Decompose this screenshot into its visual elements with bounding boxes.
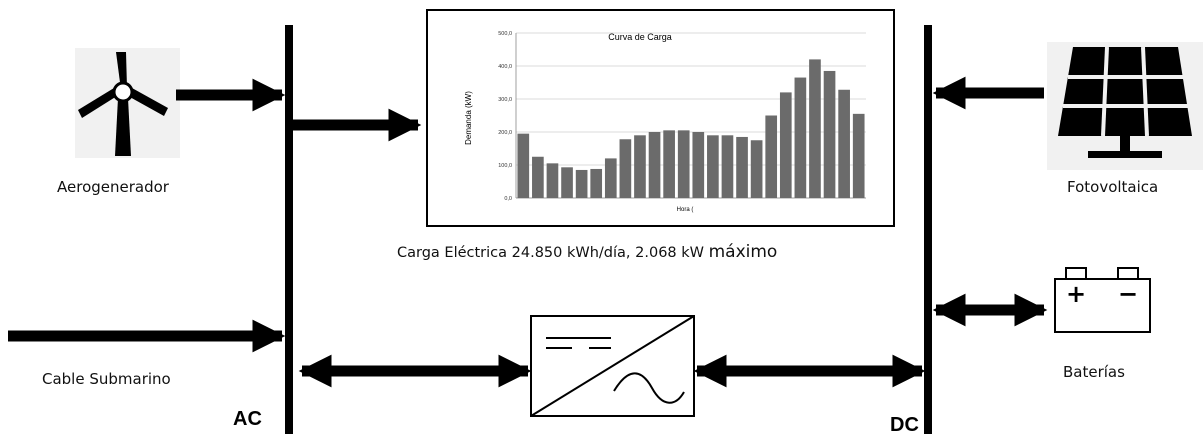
- dc-bus: [924, 25, 932, 434]
- bar-hour-19: [779, 92, 792, 198]
- solar-panel-icon: [1047, 42, 1203, 170]
- load-caption-tail: máximo: [708, 242, 778, 262]
- bar-hour-18: [765, 115, 778, 198]
- cable-label: Cable Submarino: [42, 370, 171, 388]
- load-curve-chart: 0,0 100,0 200,0 300,0 400,0 500,0: [498, 31, 866, 202]
- bar-hour-8: [619, 139, 632, 198]
- bar-hour-21: [809, 59, 821, 199]
- inverter-icon: [530, 315, 695, 417]
- bar-hour-15: [721, 135, 734, 198]
- load-caption-main: Carga Eléctrica 24.850 kWh/día, 2.068 kW: [397, 245, 704, 261]
- battery-plus-sign: +: [1066, 280, 1086, 308]
- solar-label: Fotovoltaica: [1067, 178, 1159, 196]
- y-tick-label: 300,0: [498, 97, 512, 103]
- y-tick-label: 200,0: [498, 130, 512, 136]
- battery-icon: + −: [1054, 267, 1151, 333]
- y-tick-label: 400,0: [498, 64, 512, 70]
- y-tick-label: 500,0: [498, 31, 512, 37]
- bar-hour-11: [663, 130, 675, 198]
- bar-hour-12: [677, 130, 690, 198]
- bar-hour-17: [750, 140, 763, 198]
- bar-hour-22: [823, 70, 836, 198]
- bar-hour-4: [561, 167, 573, 198]
- bar-hour-20: [794, 77, 807, 198]
- chart-x-label: Hora (: [677, 207, 694, 213]
- bar-hour-23: [838, 89, 850, 198]
- bar-hour-2: [532, 156, 544, 198]
- bar-hour-13: [692, 132, 705, 198]
- batteries-label: Baterías: [1063, 363, 1125, 381]
- bar-hour-16: [736, 136, 748, 198]
- y-tick-label: 100,0: [498, 163, 512, 169]
- ac-bus: [285, 25, 293, 434]
- bar-hour-3: [546, 163, 559, 198]
- dc-bus-label: DC: [890, 414, 919, 434]
- chart-y-label: Demanda (kW): [464, 91, 473, 145]
- chart-title: Curva de Carga: [608, 32, 672, 42]
- bar-hour-7: [604, 158, 617, 198]
- bar-hour-5: [575, 169, 588, 198]
- bar-hour-9: [634, 135, 646, 198]
- y-tick-label: 0,0: [504, 196, 512, 202]
- wind-label: Aerogenerador: [57, 178, 169, 196]
- bar-hour-10: [648, 132, 661, 198]
- wind-turbine-icon: [75, 48, 180, 158]
- bar-hour-1: [517, 133, 530, 198]
- battery-minus-sign: −: [1118, 280, 1138, 308]
- load-caption: Carga Eléctrica 24.850 kWh/día, 2.068 kW…: [397, 242, 777, 262]
- ac-bus-label: AC: [233, 408, 262, 430]
- bar-hour-6: [590, 168, 603, 198]
- bar-hour-14: [707, 135, 719, 198]
- bar-hour-24: [852, 113, 865, 198]
